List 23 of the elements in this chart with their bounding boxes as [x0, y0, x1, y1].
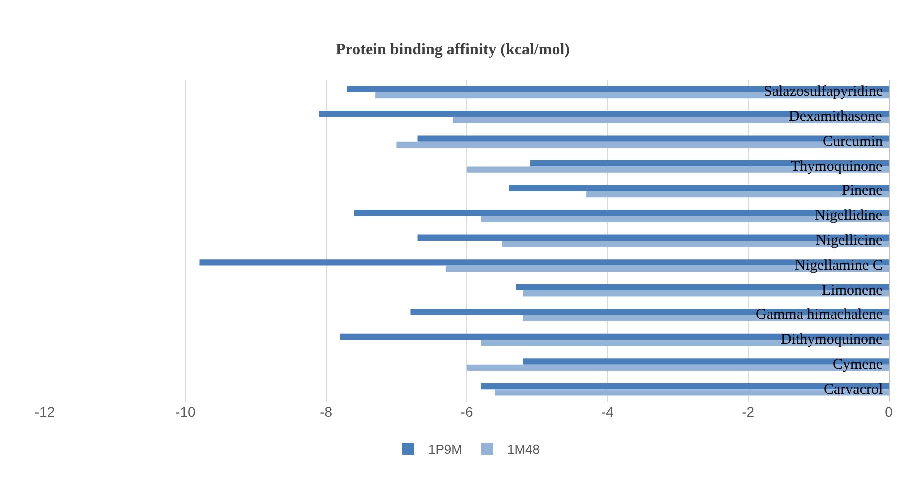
- x-tick-label: -12: [34, 404, 56, 420]
- x-tick-label: 0: [885, 404, 894, 420]
- y-tick-label: Pinene: [842, 183, 884, 199]
- legend-label: 1M48: [507, 442, 540, 458]
- y-tick-label: Curcumin: [823, 134, 884, 150]
- x-tick-label: -6: [460, 404, 474, 420]
- y-tick-label: Cymene: [833, 357, 884, 373]
- chart-title: Protein binding affinity (kcal/mol): [336, 41, 570, 58]
- x-tick-label: -8: [320, 404, 333, 420]
- y-tick-label: Nigellamine C: [795, 258, 883, 274]
- y-tick-label: Nigellidine: [815, 208, 883, 224]
- y-tick-label: Thymoquinone: [791, 159, 883, 175]
- x-tick-label: -4: [601, 404, 614, 420]
- legend-label: 1P9M: [428, 442, 462, 458]
- y-tick-label: Gamma himachalene: [756, 307, 884, 323]
- x-tick-label: -2: [742, 404, 755, 420]
- y-tick-label: Carvacrol: [824, 382, 884, 398]
- y-tick-label: Dithymoquinone: [781, 332, 883, 348]
- y-tick-label: Dexamithasone: [789, 109, 883, 125]
- y-tick-label: Salazosulfapyridine: [764, 84, 884, 100]
- x-tick-label: -10: [176, 404, 196, 420]
- y-tick-label: Nigellicine: [816, 233, 883, 249]
- y-tick-label: Limonene: [822, 283, 884, 299]
